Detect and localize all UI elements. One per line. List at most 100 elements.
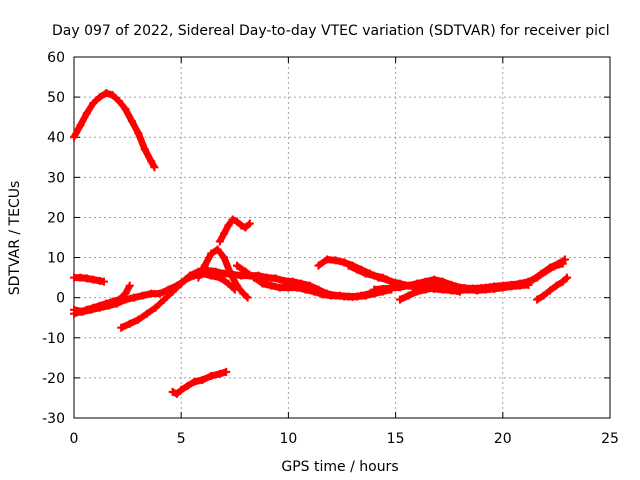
data-point bbox=[147, 289, 156, 298]
data-point bbox=[237, 221, 246, 230]
data-point bbox=[550, 262, 559, 271]
data-point bbox=[95, 301, 104, 310]
data-point bbox=[340, 258, 349, 267]
data-point bbox=[108, 297, 117, 306]
data-point bbox=[102, 299, 111, 308]
data-point bbox=[361, 291, 370, 300]
data-point bbox=[284, 283, 293, 292]
data-point bbox=[121, 289, 130, 298]
data-point bbox=[168, 387, 177, 396]
data-point bbox=[117, 323, 126, 332]
data-point bbox=[507, 282, 516, 291]
data-point bbox=[378, 273, 387, 282]
series-arc-h bbox=[215, 215, 254, 246]
data-point bbox=[558, 259, 567, 268]
data-point bbox=[524, 280, 533, 289]
series-arc-m bbox=[395, 283, 464, 304]
series-trace bbox=[70, 274, 108, 286]
series-arc-a bbox=[70, 89, 159, 172]
data-point bbox=[353, 265, 362, 274]
data-point bbox=[76, 307, 85, 316]
data-point bbox=[237, 271, 246, 280]
x-axis-label: GPS time / hours bbox=[281, 459, 398, 475]
x-tick-label: 25 bbox=[601, 431, 619, 447]
data-point bbox=[533, 273, 542, 282]
data-point bbox=[185, 271, 194, 280]
data-point bbox=[89, 99, 98, 108]
series-arc-n bbox=[533, 273, 572, 304]
y-tick-label: 20 bbox=[47, 210, 65, 226]
data-point bbox=[344, 261, 353, 270]
data-point bbox=[138, 291, 147, 300]
data-point bbox=[150, 163, 159, 172]
data-point bbox=[558, 277, 567, 286]
data-point bbox=[226, 269, 235, 278]
data-point bbox=[447, 286, 456, 295]
data-point bbox=[515, 281, 524, 290]
data-point bbox=[560, 255, 569, 264]
data-point bbox=[89, 275, 98, 284]
data-point bbox=[327, 291, 336, 300]
data-point bbox=[82, 109, 91, 118]
data-point bbox=[232, 217, 241, 226]
data-point bbox=[172, 389, 181, 398]
data-point bbox=[481, 285, 490, 294]
x-tick-label: 20 bbox=[494, 431, 512, 447]
data-point bbox=[228, 215, 237, 224]
x-tick-label: 15 bbox=[387, 431, 405, 447]
data-point bbox=[183, 381, 192, 390]
data-point bbox=[151, 303, 160, 312]
data-point bbox=[395, 295, 404, 304]
data-point bbox=[370, 271, 379, 280]
data-point bbox=[147, 157, 156, 166]
data-point bbox=[198, 375, 207, 384]
data-point bbox=[563, 273, 572, 282]
data-point bbox=[275, 283, 284, 292]
data-point bbox=[168, 287, 177, 296]
grid bbox=[74, 57, 610, 418]
data-point bbox=[438, 277, 447, 286]
data-point bbox=[301, 285, 310, 294]
data-point bbox=[232, 281, 241, 290]
x-tick-label: 5 bbox=[177, 431, 186, 447]
data-point bbox=[232, 261, 241, 270]
y-tick-label: -30 bbox=[42, 411, 65, 427]
series-arc-f bbox=[168, 367, 231, 398]
data-point bbox=[490, 284, 499, 293]
data-point bbox=[241, 267, 250, 276]
data-point bbox=[292, 283, 301, 292]
data-point bbox=[353, 292, 362, 301]
x-axis: 0 5 10 15 20 25 bbox=[70, 57, 619, 447]
data-point bbox=[89, 303, 98, 312]
data-point bbox=[430, 283, 439, 292]
data-point bbox=[498, 283, 507, 292]
data-point bbox=[545, 286, 554, 295]
data-point bbox=[127, 117, 136, 126]
data-point bbox=[464, 285, 473, 294]
y-axis: -30 -20 -10 0 10 20 30 40 50 60 bbox=[42, 50, 610, 427]
data-marks bbox=[70, 89, 572, 398]
data-point bbox=[541, 267, 550, 276]
data-point bbox=[125, 281, 134, 290]
data-point bbox=[258, 279, 267, 288]
data-point bbox=[455, 287, 464, 296]
y-tick-label: 50 bbox=[47, 90, 65, 106]
y-tick-label: 30 bbox=[47, 170, 65, 186]
data-point bbox=[245, 219, 254, 228]
data-point bbox=[473, 286, 482, 295]
series-arc-i bbox=[232, 261, 396, 301]
data-point bbox=[160, 295, 169, 304]
data-point bbox=[220, 253, 229, 262]
data-point bbox=[222, 367, 231, 376]
data-point bbox=[361, 269, 370, 278]
data-point bbox=[130, 293, 139, 302]
data-point bbox=[404, 281, 413, 290]
y-tick-label: 10 bbox=[47, 251, 65, 267]
data-point bbox=[262, 273, 271, 282]
data-point bbox=[413, 279, 422, 288]
data-point bbox=[70, 309, 78, 318]
data-point bbox=[552, 281, 561, 290]
data-point bbox=[344, 292, 353, 301]
y-tick-label: -20 bbox=[42, 371, 65, 387]
